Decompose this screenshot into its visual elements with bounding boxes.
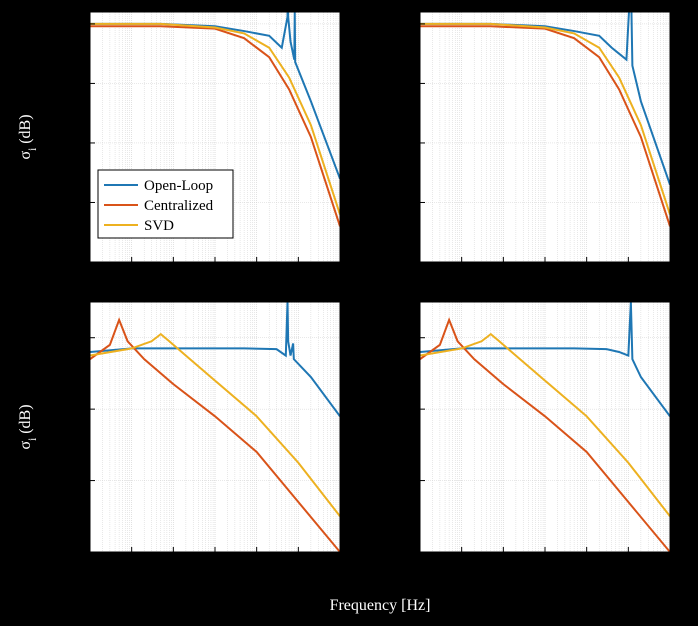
- y-tick-label: -100: [60, 135, 84, 150]
- x-tick-label: 102: [620, 555, 638, 571]
- y-tick-label: 0: [78, 16, 85, 31]
- x-axis-label-inner: ω [Hz]: [196, 575, 234, 590]
- y-tick-label: -100: [60, 401, 84, 416]
- x-tick-label: 10-2: [121, 555, 142, 571]
- y-axis-label: σi (dB): [17, 404, 39, 449]
- y-tick-label: -50: [67, 75, 84, 90]
- y-tick-label: 0: [78, 330, 85, 345]
- y-tick-label: -300: [60, 544, 84, 559]
- y-tick-label: -150: [60, 194, 84, 209]
- legend: Open-Loop Centralized SVD: [98, 170, 233, 238]
- x-tick-label: 100: [536, 555, 554, 571]
- legend-label: Centralized: [144, 198, 214, 214]
- x-tick-label: 10-2: [451, 555, 472, 571]
- y-tick-label: -200: [60, 254, 84, 269]
- x-axis-label-outer: Frequency [Hz]: [330, 597, 431, 614]
- bode-figure: -200 -150 -100 -50 0 Open-Loop Centralized SVD 1…: [0, 0, 698, 621]
- x-tick-label: 102: [290, 555, 308, 571]
- y-tick-label: -200: [60, 473, 84, 488]
- y-axis-label: σi (dB): [17, 114, 39, 159]
- legend-label: Open-Loop: [144, 178, 213, 194]
- legend-label: SVD: [144, 218, 174, 234]
- x-tick-label: 100: [206, 555, 224, 571]
- x-axis-label-inner: ω [Hz]: [526, 575, 564, 590]
